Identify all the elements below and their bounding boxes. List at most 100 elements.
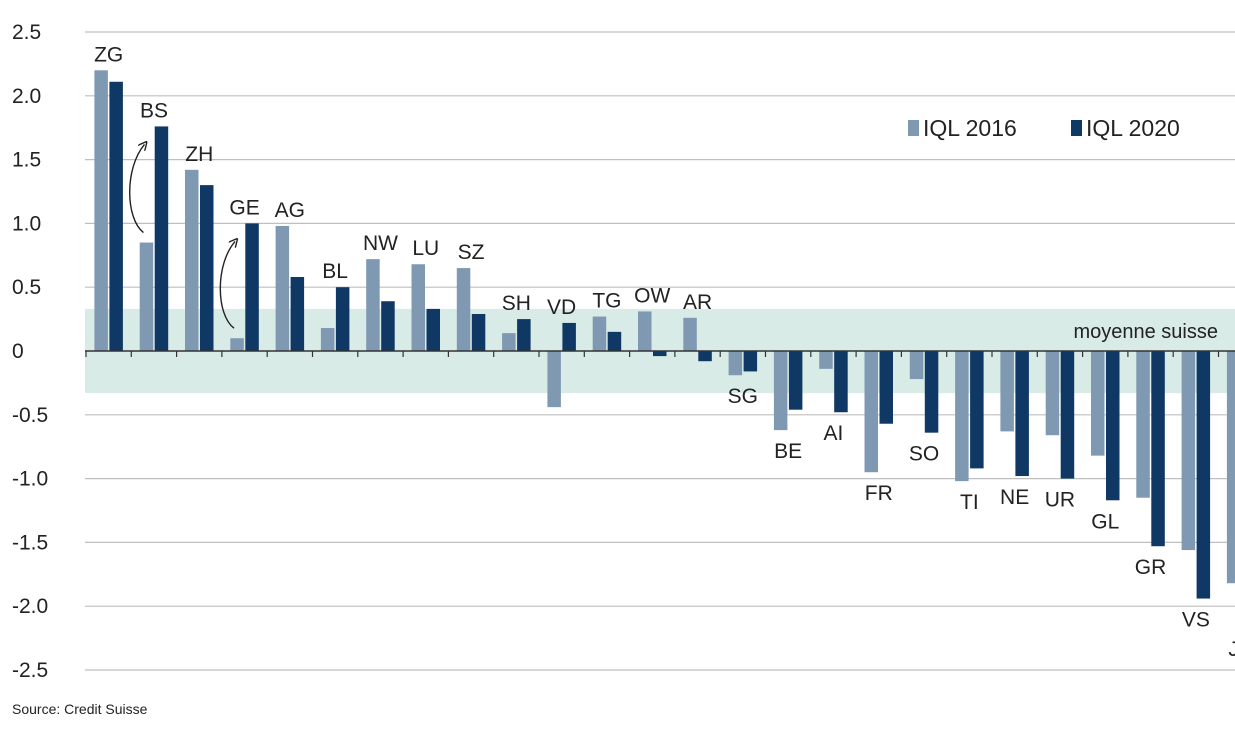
y-axis-ticks: 2.5 2.0 1.5 1.0 0.5 0 -0.5 -1.0 -1.5 -2.0 -2.5 (12, 21, 48, 682)
y-tick-label: 1.0 (12, 212, 41, 235)
bar-iql-2016-so (909, 351, 924, 380)
canton-label-gr: GR (1135, 556, 1167, 579)
canton-label-ti: TI (960, 491, 979, 514)
bar-iql-2016-bl (320, 328, 335, 351)
canton-label-ur: UR (1045, 489, 1075, 512)
bars (94, 70, 1235, 599)
canton-label-so: SO (909, 443, 939, 466)
canton-label-vd: VD (547, 296, 576, 319)
bar-iql-2016-zh (185, 169, 199, 351)
canton-label-lu: LU (412, 237, 439, 260)
canton-label-sg: SG (728, 385, 758, 408)
bar-iql-2020-ow (653, 351, 667, 357)
gridlines (85, 31, 1235, 671)
y-tick-label: 0 (12, 340, 24, 363)
canton-label-nw: NW (363, 232, 398, 255)
bar-iql-2020-zh (200, 185, 214, 351)
bar-iql-2020-bs (154, 126, 169, 351)
bar-iql-2020-ne (1015, 351, 1029, 477)
canton-label-ne: NE (1000, 486, 1029, 509)
bar-iql-2020-ge (245, 223, 259, 351)
legend: IQL 2016 IQL 2020 (908, 115, 1180, 141)
bar-iql-2016-ur (1045, 351, 1060, 436)
arrow-ge (219, 241, 235, 329)
bar-iql-2020-be (788, 351, 803, 410)
bar-iql-2016-fr (864, 351, 878, 473)
canton-label-zg: ZG (94, 43, 123, 66)
canton-label-sh: SH (502, 292, 531, 315)
bar-iql-2016-ar (683, 317, 697, 351)
canton-label-sz: SZ (458, 241, 485, 264)
canton-label-ge: GE (229, 196, 259, 219)
bar-iql-2016-ju (1226, 351, 1235, 584)
x-axis-tick-marks (85, 351, 1220, 357)
y-tick-label: -0.5 (12, 404, 48, 427)
bar-iql-2016-lu (411, 264, 425, 351)
bar-iql-2020-fr (879, 351, 893, 424)
legend-label-iql-2020: IQL 2020 (1086, 115, 1180, 141)
bar-iql-2016-ai (819, 351, 833, 369)
bar-iql-2020-nw (381, 301, 395, 351)
canton-label-ow: OW (634, 284, 670, 307)
bar-iql-2020-gl (1106, 351, 1120, 501)
y-tick-label: 0.5 (12, 276, 41, 299)
y-tick-label: 2.5 (12, 21, 41, 44)
canton-label-tg: TG (592, 290, 621, 313)
bar-iql-2020-sh (517, 319, 531, 351)
bar-iql-2016-sg (728, 351, 743, 376)
bar-iql-2020-gr (1151, 351, 1165, 547)
canton-label-zh: ZH (185, 143, 213, 166)
bar-iql-2016-ne (1000, 351, 1014, 432)
bar-iql-2016-vs (1181, 351, 1196, 551)
bar-iql-2016-ow (638, 311, 652, 351)
bar-iql-2020-sg (743, 351, 758, 372)
bar-iql-2016-nw (366, 259, 380, 351)
bar-iql-2020-so (924, 351, 939, 433)
legend-label-iql-2016: IQL 2016 (923, 115, 1017, 141)
canton-label-ar: AR (683, 291, 712, 314)
bar-iql-2016-tg (592, 316, 607, 351)
arrow-bs (129, 144, 145, 234)
bar-iql-2020-vs (1196, 351, 1211, 599)
y-tick-label: -2.0 (12, 595, 48, 618)
legend-swatch-iql-2016 (908, 120, 919, 136)
canton-label-ju: JU (1228, 638, 1235, 661)
legend-swatch-iql-2020 (1071, 120, 1082, 136)
canton-label-gl: GL (1091, 510, 1119, 533)
bar-iql-2016-ge (230, 338, 244, 351)
bar-iql-2020-bl (335, 287, 350, 351)
canton-label-be: BE (774, 440, 802, 463)
bar-iql-2020-vd (562, 322, 576, 351)
bar-iql-2016-vd (547, 351, 561, 408)
canton-label-ai: AI (824, 422, 844, 445)
bar-iql-2020-lu (426, 308, 440, 351)
bar-iql-2016-ag (275, 225, 290, 351)
canton-label-bs: BS (140, 99, 168, 122)
bar-iql-2020-sz (471, 313, 486, 351)
bar-iql-2020-ti (970, 351, 984, 469)
canton-label-ag: AG (275, 199, 305, 222)
canton-labels: ZG BS ZH GE AG BL NW LU SZ SH VD TG OW AR SG BE AI FR SO TI… (94, 43, 1235, 661)
bar-iql-2016-gl (1091, 351, 1105, 456)
bar-iql-2016-sh (502, 333, 516, 351)
y-tick-label: -2.5 (12, 659, 48, 682)
canton-label-vs: VS (1182, 609, 1210, 632)
bar-iql-2016-be (773, 351, 788, 431)
bar-iql-2020-zg (109, 81, 123, 351)
improvement-arrows (129, 144, 235, 329)
bar-iql-2016-zg (94, 70, 108, 351)
bar-iql-2016-bs (139, 242, 154, 351)
bar-iql-2020-ar (698, 351, 712, 362)
source-note: Source: Credit Suisse (12, 701, 148, 717)
canton-label-fr: FR (865, 482, 893, 505)
bar-iql-2016-sz (456, 268, 471, 351)
y-tick-label: 1.5 (12, 149, 41, 172)
y-tick-label: -1.5 (12, 531, 48, 554)
bar-iql-2016-gr (1136, 351, 1150, 498)
bar-iql-2020-ag (290, 276, 305, 351)
bar-iql-2016-ti (955, 351, 969, 482)
bar-iql-2020-ai (834, 351, 848, 413)
bar-iql-2020-ur (1060, 351, 1075, 479)
canton-label-bl: BL (322, 260, 348, 283)
